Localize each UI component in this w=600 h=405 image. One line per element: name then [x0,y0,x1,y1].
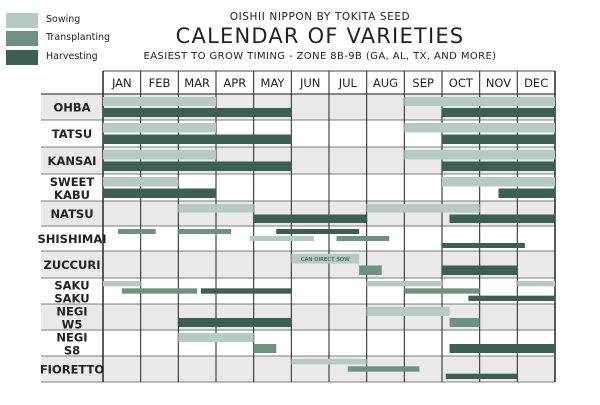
bar-annotation: CAN DIRECT SOW [301,257,350,263]
month-label-jan: JAN [111,76,132,90]
month-label-sep: SEP [412,76,434,90]
month-label-feb: FEB [149,76,171,90]
bar-shishimai-harvesting [442,243,525,248]
row-label-line: S8 [64,344,80,358]
bar-shishimai-harvesting [276,229,360,234]
bar-fioretto-sowing [291,359,367,365]
legend-label-transplanting: Transplanting [46,32,111,43]
legend-label-harvesting: Harvesting [46,51,98,62]
month-label-nov: NOV [486,76,511,90]
legend-swatch-sowing [6,13,38,28]
bar-sweet-kabu-harvesting [103,188,216,198]
row-label-natsu: NATSU [50,207,93,221]
bar-shishimai-transplanting [336,236,390,241]
bar-tatsu-sowing [404,123,555,133]
month-label-jun: JUN [299,76,320,90]
bar-negi-w5-harvesting [178,318,292,327]
bar-fioretto-transplanting [347,366,420,372]
row-label-ohba: OHBA [53,101,90,115]
bar-kansai-harvesting [103,161,292,171]
legend-label-sowing: Sowing [46,14,81,25]
bar-negi-s8-harvesting [449,344,555,353]
row-label-line: SAKU [54,279,89,293]
bar-negi-s8-transplanting [253,344,277,353]
bar-zuccuri-transplanting [359,265,382,275]
bar-sweet-kabu-sowing [103,177,179,187]
row-label-sweet-kabu: SWEET KABU [50,175,95,202]
bar-natsu-sowing [366,204,480,213]
bar-saku-saku-harvesting [468,295,555,301]
month-label-jul: JUL [338,76,358,90]
bar-saku-saku-sowing [366,281,442,287]
bar-saku-saku-sowing [103,281,141,287]
bar-shishimai-transplanting [118,229,156,234]
row-label-negi-w5: NEGI W5 [56,305,87,332]
brand-name: OISHII NIPPON BY TOKITA SEED [229,11,411,23]
row-label-saku-saku: SAKU SAKU [54,279,89,306]
bar-tatsu-harvesting [103,134,292,144]
bar-negi-w5-sowing [366,307,450,316]
bar-saku-saku-transplanting [121,288,198,294]
row-label-line: NEGI [56,305,87,319]
bar-tatsu-harvesting [442,134,555,144]
row-label-line: SAKU [54,292,89,306]
bar-ohba-sowing [103,97,216,106]
row-label-line: SWEET [50,175,95,189]
month-label-aug: AUG [373,76,398,90]
bar-shishimai-sowing [249,236,314,241]
row-label-line: W5 [62,318,83,332]
bar-sweet-kabu-sowing [442,177,555,187]
bar-zuccuri-sowing [291,254,360,264]
month-label-oct: OCT [449,76,474,90]
bar-saku-saku-sowing [517,281,555,287]
chart-subtitle: EASIEST TO GROW TIMING - ZONE 8B-9B (GA,… [143,51,497,62]
bar-shishimai-transplanting [178,229,232,234]
bar-saku-saku-transplanting [404,288,480,294]
bar-natsu-harvesting [449,214,555,223]
legend-swatch-harvesting [6,50,38,65]
bar-kansai-sowing [404,150,555,160]
bar-sweet-kabu-harvesting [498,188,555,198]
row-label-shishimai: SHISHIMAI [38,232,107,246]
month-label-mar: MAR [184,76,210,90]
bar-kansai-harvesting [442,161,555,171]
bar-fioretto-harvesting [445,373,518,379]
month-label-apr: APR [223,76,246,90]
row-label-zuccuri: ZUCCURI [43,258,100,272]
month-label-dec: DEC [524,76,548,90]
bar-saku-saku-harvesting [200,288,292,294]
bar-ohba-harvesting [442,108,555,117]
row-label-tatsu: TATSU [52,127,92,141]
bar-tatsu-sowing [103,123,216,133]
row-label-line: KABU [54,188,90,202]
row-label-kansai: KANSAI [48,154,97,168]
bar-natsu-sowing [178,204,254,213]
bar-negi-s8-sowing [178,333,254,342]
legend-swatch-transplanting [6,31,38,46]
row-label-fioretto: FIORETTO [40,363,105,377]
chart-title: CALENDAR OF VARIETIES [175,24,465,48]
bar-kansai-sowing [103,150,216,160]
month-label-may: MAY [261,76,286,90]
bar-negi-w5-transplanting [449,318,480,327]
bar-zuccuri-harvesting [442,265,518,275]
bar-natsu-harvesting [253,214,367,223]
bar-ohba-sowing [404,97,555,106]
row-label-negi-s8: NEGI S8 [56,331,87,358]
row-label-line: NEGI [56,331,87,345]
bar-ohba-harvesting [103,108,292,117]
